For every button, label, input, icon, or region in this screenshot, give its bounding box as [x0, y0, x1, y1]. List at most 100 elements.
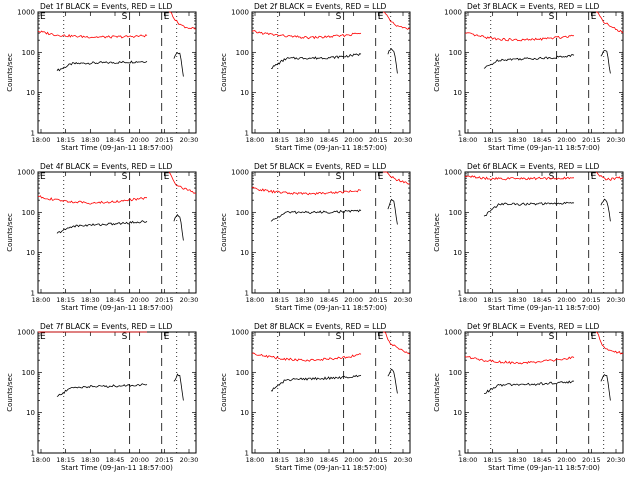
- lld-series-line: [383, 171, 411, 185]
- x-tick-label: 18:30: [81, 456, 100, 464]
- x-tick-label: 18:45: [533, 136, 552, 144]
- y-tick-label: 1: [458, 290, 462, 298]
- events-series-line: [270, 52, 362, 69]
- x-tick-label: 18:15: [483, 136, 502, 144]
- panel-title: Det 8f BLACK = Events, RED = LLD: [254, 322, 387, 331]
- y-tick-label: 100: [22, 49, 35, 57]
- x-tick-label: 18:30: [81, 296, 100, 304]
- plot-frame: [464, 171, 624, 294]
- marker-label: S: [549, 172, 555, 182]
- x-axis-label: Start Time (09-Jan-11 18:57:00): [61, 144, 173, 152]
- y-axis-label: Counts/sec: [220, 373, 228, 412]
- y-tick-label: 100: [449, 369, 462, 377]
- events-series-line: [483, 54, 575, 69]
- events-series-line: [56, 383, 148, 397]
- lld-series-line: [169, 11, 197, 30]
- x-tick-label: 20:30: [180, 136, 199, 144]
- lld-series-line: [37, 195, 147, 205]
- x-tick-label: 20:00: [557, 456, 576, 464]
- events-series-line: [483, 201, 575, 217]
- lld-series-line: [251, 30, 362, 40]
- plot-frame: [37, 331, 197, 454]
- x-tick-label: 20:15: [369, 136, 388, 144]
- x-tick-label: 20:15: [369, 296, 388, 304]
- events-series-line: [56, 60, 148, 72]
- x-tick-label: 18:30: [508, 136, 527, 144]
- marker-label: E: [591, 12, 597, 22]
- y-tick-label: 100: [22, 209, 35, 217]
- y-tick-label: 1000: [231, 9, 249, 17]
- marker-label: E: [40, 12, 46, 22]
- x-tick-label: 18:15: [483, 296, 502, 304]
- x-axis-label: Start Time (09-Jan-11 18:57:00): [488, 464, 600, 472]
- x-tick-label: 18:15: [56, 136, 75, 144]
- y-tick-label: 1: [31, 450, 35, 458]
- marker-label: S: [549, 12, 555, 22]
- panel-det-8: Det 8f BLACK = Events, RED = LLD 1 10 100 10…: [220, 322, 412, 472]
- lld-series-line: [251, 352, 362, 362]
- plot-frame: [464, 331, 624, 454]
- plot-frame: [37, 171, 197, 294]
- y-tick-label: 100: [22, 369, 35, 377]
- x-axis-label: Start Time (09-Jan-11 18:57:00): [488, 144, 600, 152]
- events-series-line: [173, 214, 184, 241]
- events-series-line: [600, 198, 611, 222]
- x-tick-label: 18:00: [246, 136, 265, 144]
- y-tick-label: 1: [458, 130, 462, 138]
- events-series-line: [600, 49, 611, 74]
- panel-title: Det 1f BLACK = Events, RED = LLD: [40, 2, 173, 11]
- x-tick-label: 20:15: [582, 456, 601, 464]
- y-tick-label: 100: [236, 209, 249, 217]
- x-tick-label: 18:15: [56, 296, 75, 304]
- marker-label: E: [40, 332, 46, 342]
- marker-label: E: [591, 332, 597, 342]
- x-tick-label: 18:00: [246, 456, 265, 464]
- lld-series-line: [595, 171, 624, 181]
- x-tick-label: 20:15: [582, 136, 601, 144]
- y-tick-label: 1000: [444, 169, 462, 177]
- x-tick-label: 18:00: [459, 296, 478, 304]
- x-tick-label: 18:00: [32, 456, 51, 464]
- y-tick-label: 10: [26, 89, 35, 97]
- y-tick-label: 100: [449, 49, 462, 57]
- x-tick-label: 20:00: [130, 456, 149, 464]
- x-tick-label: 20:00: [344, 296, 363, 304]
- y-tick-label: 1000: [17, 9, 35, 17]
- lld-series-line: [464, 355, 575, 365]
- x-tick-label: 18:45: [106, 296, 125, 304]
- marker-label: E: [164, 172, 170, 182]
- y-axis-label: Counts/sec: [433, 53, 441, 92]
- lld-series-line: [383, 331, 411, 355]
- x-tick-label: 18:45: [320, 136, 339, 144]
- x-tick-label: 20:30: [607, 136, 626, 144]
- x-tick-label: 18:15: [270, 136, 289, 144]
- marker-label: E: [378, 12, 384, 22]
- marker-label: E: [40, 172, 46, 182]
- x-axis-label: Start Time (09-Jan-11 18:57:00): [61, 464, 173, 472]
- x-tick-label: 18:45: [320, 456, 339, 464]
- lld-series-line: [37, 30, 148, 39]
- x-tick-label: 18:30: [295, 296, 314, 304]
- marker-label: S: [336, 12, 342, 22]
- panel-title: Det 7f BLACK = Events, RED = LLD: [40, 322, 173, 331]
- panel-det-7: Det 7f BLACK = Events, RED = LLD 1 10 100 10…: [6, 322, 198, 472]
- y-axis-label: Counts/sec: [6, 53, 14, 92]
- events-series-line: [387, 368, 398, 394]
- marker-label: E: [164, 12, 170, 22]
- panel-det-6: Det 6f BLACK = Events, RED = LLD 1 10 100 10…: [433, 162, 625, 312]
- x-tick-label: 20:00: [130, 136, 149, 144]
- marker-label: E: [378, 172, 384, 182]
- x-tick-label: 20:00: [344, 456, 363, 464]
- events-series-line: [483, 380, 575, 394]
- y-axis-label: Counts/sec: [433, 373, 441, 412]
- marker-label: E: [164, 332, 170, 342]
- lld-series-line: [595, 331, 624, 355]
- marker-label: S: [122, 172, 128, 182]
- x-tick-label: 20:00: [344, 136, 363, 144]
- lld-series-line: [251, 186, 362, 196]
- panel-det-9: Det 9f BLACK = Events, RED = LLD 1 10 100 10…: [433, 322, 625, 472]
- x-tick-label: 18:30: [508, 296, 527, 304]
- x-tick-label: 20:00: [130, 296, 149, 304]
- panel-title: Det 6f BLACK = Events, RED = LLD: [467, 162, 600, 171]
